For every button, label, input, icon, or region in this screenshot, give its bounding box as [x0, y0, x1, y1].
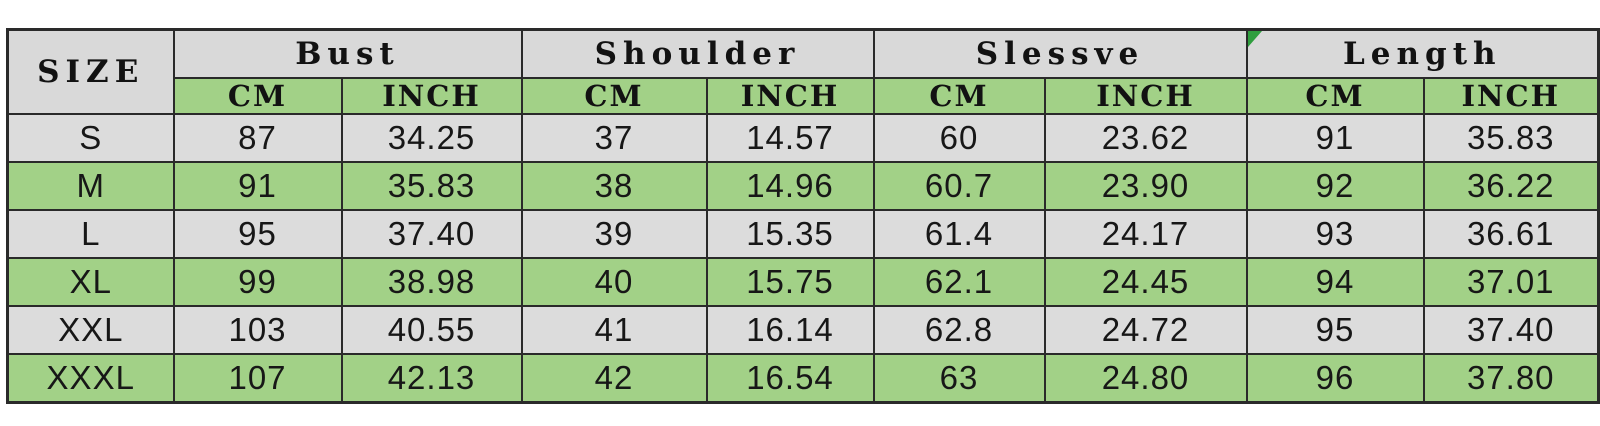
- value-cell-length-inch: 35.83: [1422, 113, 1600, 163]
- value-cell-bust-cm: 103: [172, 305, 343, 355]
- table-row-xl: XL 99 38.98 40 15.75 62.1 24.45 94 37.01: [6, 257, 1600, 307]
- value-cell-slessve-cm: 60: [872, 113, 1046, 163]
- corner-header-size: SIZE: [6, 28, 175, 115]
- unit-header-length-inch: INCH: [1422, 77, 1600, 115]
- value-cell-bust-cm: 87: [172, 113, 343, 163]
- value-cell-bust-inch: 40.55: [340, 305, 523, 355]
- size-cell: L: [6, 209, 175, 259]
- unit-header-shoulder-inch: INCH: [705, 77, 875, 115]
- unit-header-slessve-inch: INCH: [1043, 77, 1248, 115]
- value-cell-slessve-cm: 62.8: [872, 305, 1046, 355]
- value-cell-slessve-cm: 60.7: [872, 161, 1046, 211]
- unit-header-length-cm: CM: [1245, 77, 1425, 115]
- value-cell-length-cm: 95: [1245, 305, 1425, 355]
- group-header-length: Length: [1245, 28, 1600, 79]
- value-cell-bust-cm: 95: [172, 209, 343, 259]
- group-header-shoulder: Shoulder: [520, 28, 875, 79]
- value-cell-length-inch: 37.80: [1422, 353, 1600, 404]
- group-header-bust: Bust: [172, 28, 523, 79]
- value-cell-shoulder-cm: 42: [520, 353, 708, 404]
- value-cell-bust-inch: 34.25: [340, 113, 523, 163]
- value-cell-shoulder-cm: 39: [520, 209, 708, 259]
- size-cell: XXXL: [6, 353, 175, 404]
- value-cell-bust-inch: 38.98: [340, 257, 523, 307]
- value-cell-length-inch: 37.40: [1422, 305, 1600, 355]
- size-cell: XXL: [6, 305, 175, 355]
- value-cell-bust-inch: 35.83: [340, 161, 523, 211]
- value-cell-length-cm: 96: [1245, 353, 1425, 404]
- value-cell-shoulder-inch: 14.96: [705, 161, 875, 211]
- table-row-xxl: XXL 103 40.55 41 16.14 62.8 24.72 95 37.…: [6, 305, 1600, 355]
- value-cell-slessve-cm: 62.1: [872, 257, 1046, 307]
- table-row-xxxl: XXXL 107 42.13 42 16.54 63 24.80 96 37.8…: [6, 353, 1600, 404]
- value-cell-shoulder-inch: 15.75: [705, 257, 875, 307]
- value-cell-length-cm: 92: [1245, 161, 1425, 211]
- unit-header-bust-inch: INCH: [340, 77, 523, 115]
- size-cell: S: [6, 113, 175, 163]
- value-cell-bust-cm: 91: [172, 161, 343, 211]
- value-cell-shoulder-inch: 16.14: [705, 305, 875, 355]
- value-cell-slessve-cm: 61.4: [872, 209, 1046, 259]
- unit-header-row: CM INCH CM INCH CM INCH CM INCH: [8, 77, 1600, 115]
- value-cell-length-inch: 37.01: [1422, 257, 1600, 307]
- value-cell-shoulder-cm: 40: [520, 257, 708, 307]
- group-header-slessve: Slessve: [872, 28, 1248, 79]
- unit-header-shoulder-cm: CM: [520, 77, 708, 115]
- value-cell-shoulder-cm: 41: [520, 305, 708, 355]
- table-row-s: S 87 34.25 37 14.57 60 23.62 91 35.83: [6, 113, 1600, 163]
- unit-header-slessve-cm: CM: [872, 77, 1046, 115]
- value-cell-slessve-inch: 23.62: [1043, 113, 1248, 163]
- value-cell-slessve-inch: 24.72: [1043, 305, 1248, 355]
- value-cell-shoulder-inch: 14.57: [705, 113, 875, 163]
- size-cell: XL: [6, 257, 175, 307]
- value-cell-slessve-inch: 24.80: [1043, 353, 1248, 404]
- value-cell-slessve-inch: 23.90: [1043, 161, 1248, 211]
- value-cell-shoulder-cm: 38: [520, 161, 708, 211]
- value-cell-length-cm: 91: [1245, 113, 1425, 163]
- value-cell-bust-cm: 99: [172, 257, 343, 307]
- value-cell-slessve-inch: 24.45: [1043, 257, 1248, 307]
- value-cell-length-cm: 93: [1245, 209, 1425, 259]
- unit-header-bust-cm: CM: [172, 77, 343, 115]
- value-cell-bust-inch: 37.40: [340, 209, 523, 259]
- value-cell-bust-inch: 42.13: [340, 353, 523, 404]
- size-cell: M: [6, 161, 175, 211]
- value-cell-length-inch: 36.61: [1422, 209, 1600, 259]
- table-row-l: L 95 37.40 39 15.35 61.4 24.17 93 36.61: [6, 209, 1600, 259]
- value-cell-shoulder-inch: 16.54: [705, 353, 875, 404]
- value-cell-bust-cm: 107: [172, 353, 343, 404]
- value-cell-shoulder-cm: 37: [520, 113, 708, 163]
- value-cell-slessve-inch: 24.17: [1043, 209, 1248, 259]
- value-cell-shoulder-inch: 15.35: [705, 209, 875, 259]
- group-header-length-label: Length: [1342, 36, 1502, 72]
- value-cell-length-inch: 36.22: [1422, 161, 1600, 211]
- cell-flag-triangle-icon: [1248, 31, 1262, 47]
- group-header-row: SIZE Bust Shoulder Slessve Length: [6, 28, 1600, 115]
- table-row-m: M 91 35.83 38 14.96 60.7 23.90 92 36.22: [6, 161, 1600, 211]
- value-cell-length-cm: 94: [1245, 257, 1425, 307]
- size-chart-table: SIZE Bust Shoulder Slessve Length CM INC…: [6, 28, 1600, 404]
- value-cell-slessve-cm: 63: [872, 353, 1046, 404]
